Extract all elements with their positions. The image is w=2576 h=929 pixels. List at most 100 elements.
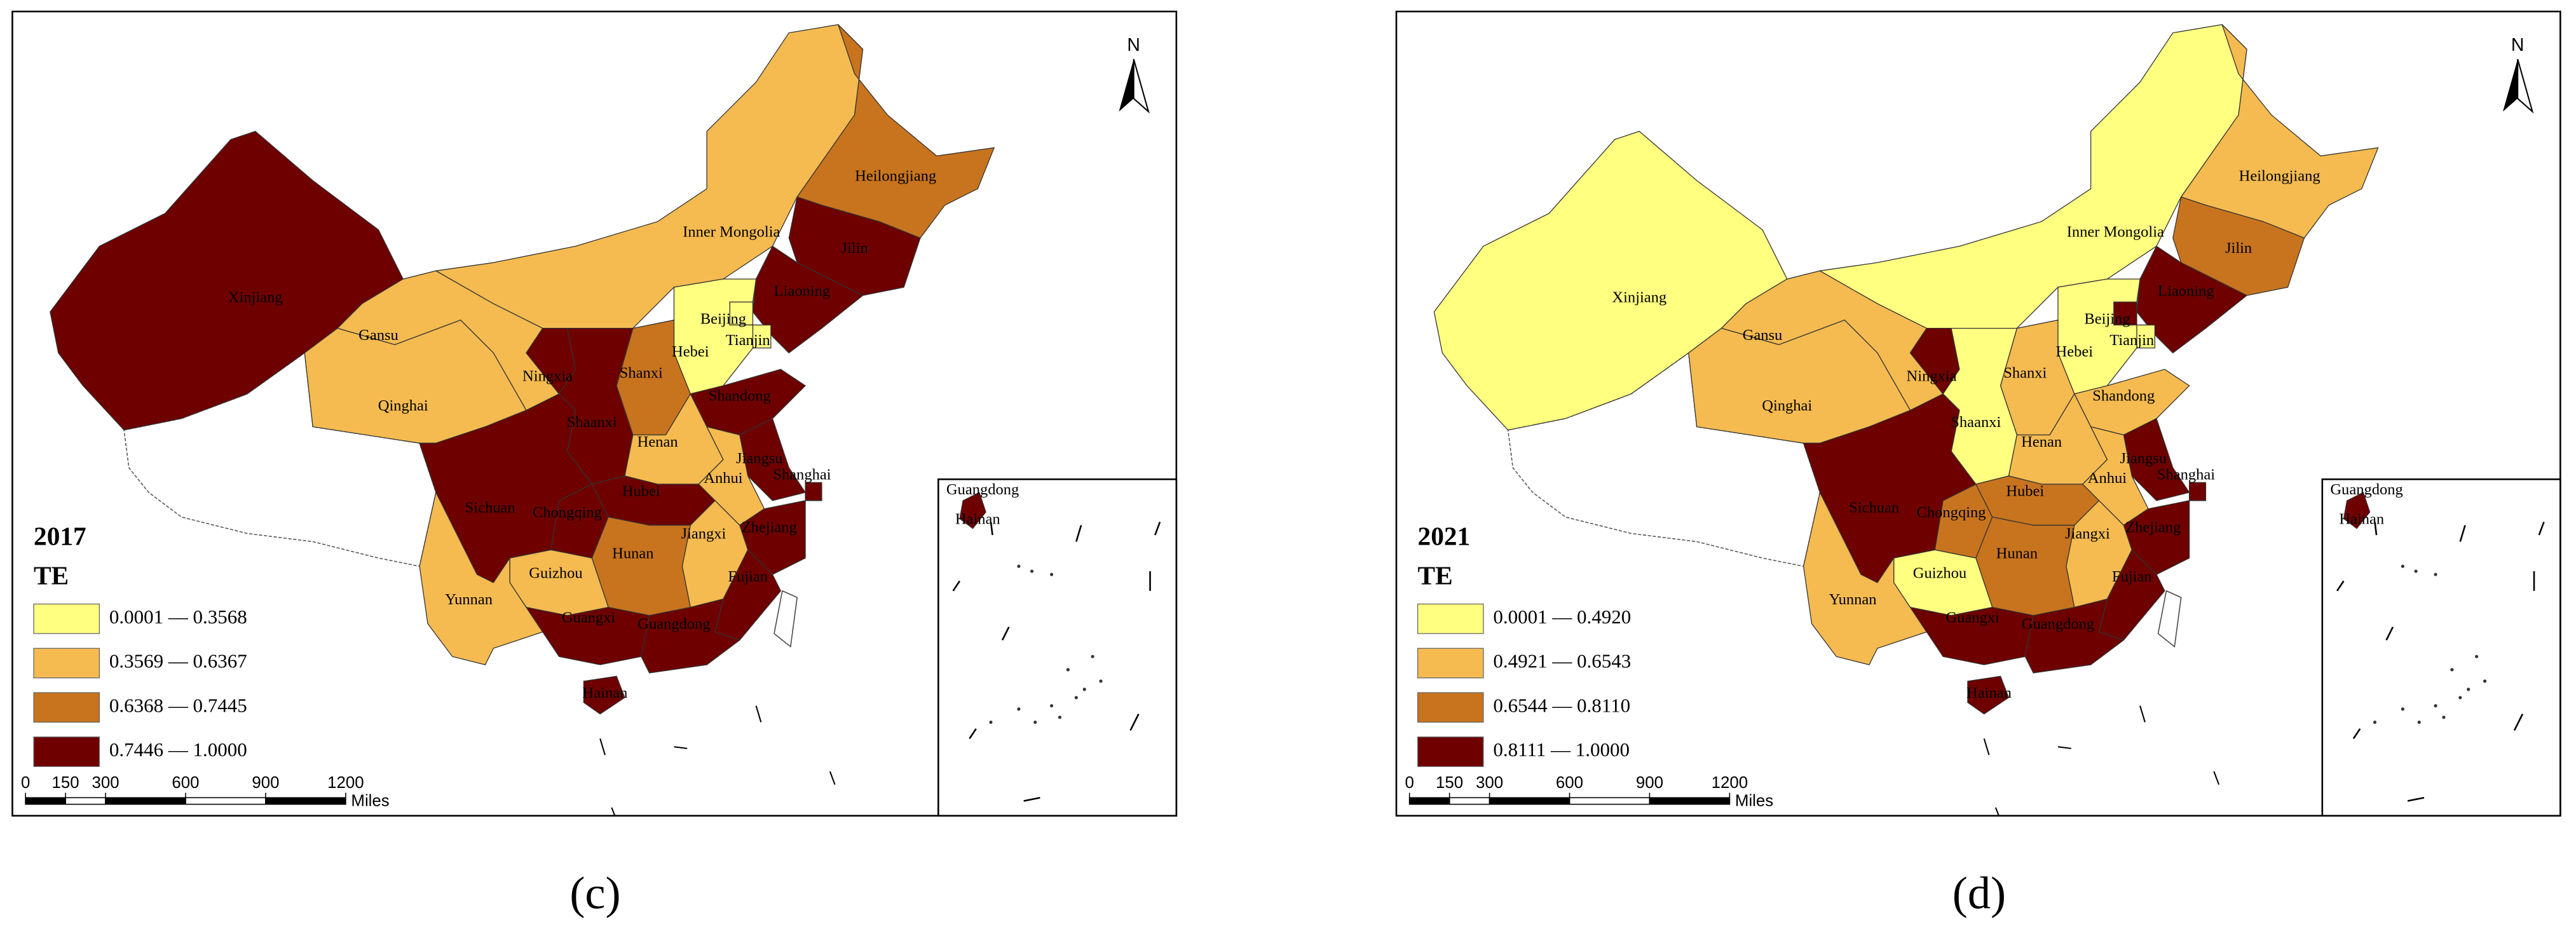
province-label: Shanxi <box>2003 365 2047 382</box>
province-label: Inner Mongolia <box>683 223 780 240</box>
legend-label: 0.3569 — 0.6367 <box>109 650 247 672</box>
scale-segment <box>25 797 66 805</box>
territory <box>2157 590 2182 648</box>
province-label: Jiangxi <box>681 526 726 543</box>
inset-boundary <box>2336 580 2345 592</box>
province-label: Hainan <box>1966 684 2012 702</box>
province-label: Gansu <box>1743 327 1783 344</box>
inset-island <box>2483 679 2487 683</box>
sea-boundary <box>2213 771 2220 785</box>
legend-swatch <box>33 692 100 723</box>
province <box>2188 482 2207 501</box>
legend-swatch <box>33 648 100 679</box>
sea-boundary <box>2057 746 2071 749</box>
province <box>1967 675 2010 715</box>
province-label: Jilin <box>2225 240 2252 257</box>
inset-frame <box>937 478 1178 817</box>
province-label: Guangdong <box>637 616 710 633</box>
province-label: Sichuan <box>465 499 515 516</box>
province <box>2180 24 2379 239</box>
province <box>1975 516 2075 616</box>
province-label: Guizhou <box>1913 565 1966 582</box>
inset-island <box>2414 569 2418 573</box>
sea-boundary <box>2139 705 2146 722</box>
inset-boundary <box>2385 627 2394 641</box>
scale-label: 150 <box>1436 774 1463 792</box>
province-label: Shandong <box>2092 388 2155 405</box>
province-label: Ningxia <box>522 368 573 385</box>
legend-swatch <box>1417 736 1484 767</box>
province-label: Shaanxi <box>1951 414 2001 431</box>
scale-segment <box>65 797 106 805</box>
scale-segment <box>1408 797 1450 805</box>
legend-label: 0.4921 — 0.6543 <box>1493 650 1631 672</box>
map-panel: Xinjiang Gansu Qinghai Inner Mongolia Heilon… <box>11 10 1178 919</box>
sea-boundary <box>1994 807 2000 817</box>
north-label: N <box>2511 35 2525 55</box>
scale-unit: Miles <box>351 792 389 810</box>
north-label: N <box>1127 35 1140 55</box>
scale-label: 600 <box>172 774 199 792</box>
province-label: Shanghai <box>773 466 831 484</box>
province-label: Gansu <box>358 327 399 344</box>
inset-island <box>1082 688 1086 691</box>
province <box>591 516 692 616</box>
province <box>788 196 921 296</box>
inset-island <box>989 720 993 724</box>
inset-island <box>1049 573 1054 576</box>
province-label: Xinjiang <box>1612 289 1666 306</box>
inset-label: Hainan <box>2339 510 2384 527</box>
inset-frame <box>2321 478 2561 817</box>
province-label: Guangxi <box>562 609 616 626</box>
province-label: Hebei <box>672 343 709 360</box>
inset-boundary <box>1129 714 1140 731</box>
territory <box>773 590 798 648</box>
province <box>796 24 995 239</box>
inset-island <box>1049 704 1054 708</box>
legend-swatch <box>1417 603 1484 634</box>
province-label: Guangxi <box>1946 609 2000 626</box>
inset-boundary <box>1075 525 1082 542</box>
inset-boundary <box>2513 714 2524 731</box>
province-label: Liaoning <box>774 282 831 299</box>
scale-label: 900 <box>252 774 279 792</box>
sea-boundary <box>599 738 606 756</box>
province-label: Chongqing <box>533 504 602 521</box>
inset-island <box>1099 679 1103 683</box>
inset-boundary <box>990 522 993 536</box>
caption: (d) <box>1952 868 2006 919</box>
sea-boundary <box>674 746 688 749</box>
province-label: Guangdong <box>2022 616 2094 633</box>
province-label: Guizhou <box>529 565 582 582</box>
province-label: Hainan <box>583 684 628 702</box>
legend-swatch <box>1417 692 1484 723</box>
province-label: Fujian <box>2112 568 2152 585</box>
inset-label: Hainan <box>955 510 1000 527</box>
province-label: Sichuan <box>1849 499 1899 516</box>
inset-island <box>1033 720 1037 724</box>
province-label: Liaoning <box>2158 282 2214 299</box>
legend-label: 0.0001 — 0.4920 <box>1493 606 1631 628</box>
province-label: Jilin <box>841 240 868 257</box>
province-label: Tianjin <box>2109 332 2154 349</box>
scale-segment <box>1649 797 1731 805</box>
scale-segment <box>185 797 266 805</box>
province <box>805 482 822 501</box>
scale-label: 600 <box>1556 774 1583 792</box>
inset-boundary <box>1154 521 1161 536</box>
inset-boundary <box>952 580 960 592</box>
scale-segment <box>265 797 346 805</box>
province <box>2172 196 2305 296</box>
inset-island <box>2467 688 2470 691</box>
province-label: Heilongjiang <box>2239 168 2320 185</box>
scale-label: 0 <box>1405 774 1414 792</box>
inset-island <box>1017 707 1021 711</box>
province-label: Beijing <box>700 310 746 327</box>
sea-boundary <box>1983 738 1990 756</box>
province-label: Zhejiang <box>2125 519 2181 536</box>
province-label: Jiangsu <box>2120 450 2167 467</box>
scale-label: 150 <box>52 774 79 792</box>
scale-segment <box>1489 797 1571 805</box>
scale-unit: Miles <box>1735 792 1773 810</box>
